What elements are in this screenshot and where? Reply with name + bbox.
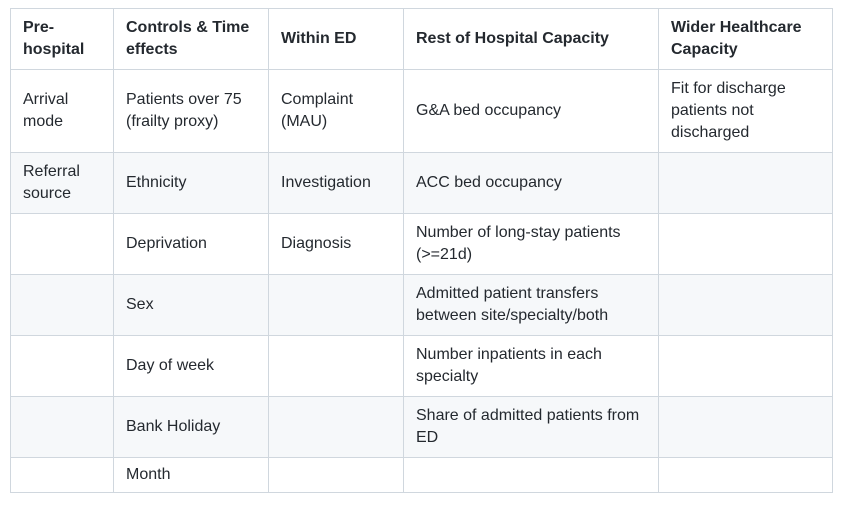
column-header-controls-time-effects: Controls & Time effects <box>113 8 269 70</box>
table-cell: Complaint (MAU) <box>268 69 404 153</box>
table-cell: Ethnicity <box>113 152 269 214</box>
table-cell <box>658 335 833 397</box>
table-cell: Month <box>113 457 269 493</box>
table-row: Referral source Ethnicity Investigation … <box>10 152 833 214</box>
table-cell: G&A bed occupancy <box>403 69 659 153</box>
table-cell: Share of admitted patients from ED <box>403 396 659 458</box>
study-variables-table: Pre-hospital Controls & Time effects Wit… <box>10 8 833 493</box>
table-cell: Diagnosis <box>268 213 404 275</box>
table-cell <box>10 396 114 458</box>
table-cell <box>10 274 114 336</box>
table-cell <box>268 457 404 493</box>
table-cell: Day of week <box>113 335 269 397</box>
table-cell: Number of long-stay patients (>=21d) <box>403 213 659 275</box>
table-cell: Admitted patient transfers between site/… <box>403 274 659 336</box>
table-cell <box>268 274 404 336</box>
table-row: Day of week Number inpatients in each sp… <box>10 335 833 397</box>
table-cell: Deprivation <box>113 213 269 275</box>
table-cell: Referral source <box>10 152 114 214</box>
table-cell: Patients over 75 (frailty proxy) <box>113 69 269 153</box>
table-row: Bank Holiday Share of admitted patients … <box>10 396 833 458</box>
column-header-wider-healthcare-capacity: Wider Healthcare Capacity <box>658 8 833 70</box>
table-cell <box>268 335 404 397</box>
table-cell: Bank Holiday <box>113 396 269 458</box>
table-cell <box>658 152 833 214</box>
table-cell: Arrival mode <box>10 69 114 153</box>
table-cell <box>10 213 114 275</box>
table-cell: Fit for discharge patients not discharge… <box>658 69 833 153</box>
table-cell <box>10 457 114 493</box>
table-cell <box>403 457 659 493</box>
table-cell <box>658 274 833 336</box>
column-header-rest-of-hospital-capacity: Rest of Hospital Capacity <box>403 8 659 70</box>
table-cell: Number inpatients in each specialty <box>403 335 659 397</box>
column-header-within-ed: Within ED <box>268 8 404 70</box>
table-row: Month <box>10 457 833 493</box>
table-cell: Investigation <box>268 152 404 214</box>
column-header-pre-hospital: Pre-hospital <box>10 8 114 70</box>
table-cell <box>268 396 404 458</box>
table-row: Deprivation Diagnosis Number of long-sta… <box>10 213 833 275</box>
table-cell <box>658 457 833 493</box>
table-row: Sex Admitted patient transfers between s… <box>10 274 833 336</box>
table-cell <box>658 213 833 275</box>
table-cell <box>658 396 833 458</box>
table-cell <box>10 335 114 397</box>
table-cell: Sex <box>113 274 269 336</box>
table-cell: ACC bed occupancy <box>403 152 659 214</box>
table-row: Arrival mode Patients over 75 (frailty p… <box>10 69 833 153</box>
table-header-row: Pre-hospital Controls & Time effects Wit… <box>10 8 833 70</box>
